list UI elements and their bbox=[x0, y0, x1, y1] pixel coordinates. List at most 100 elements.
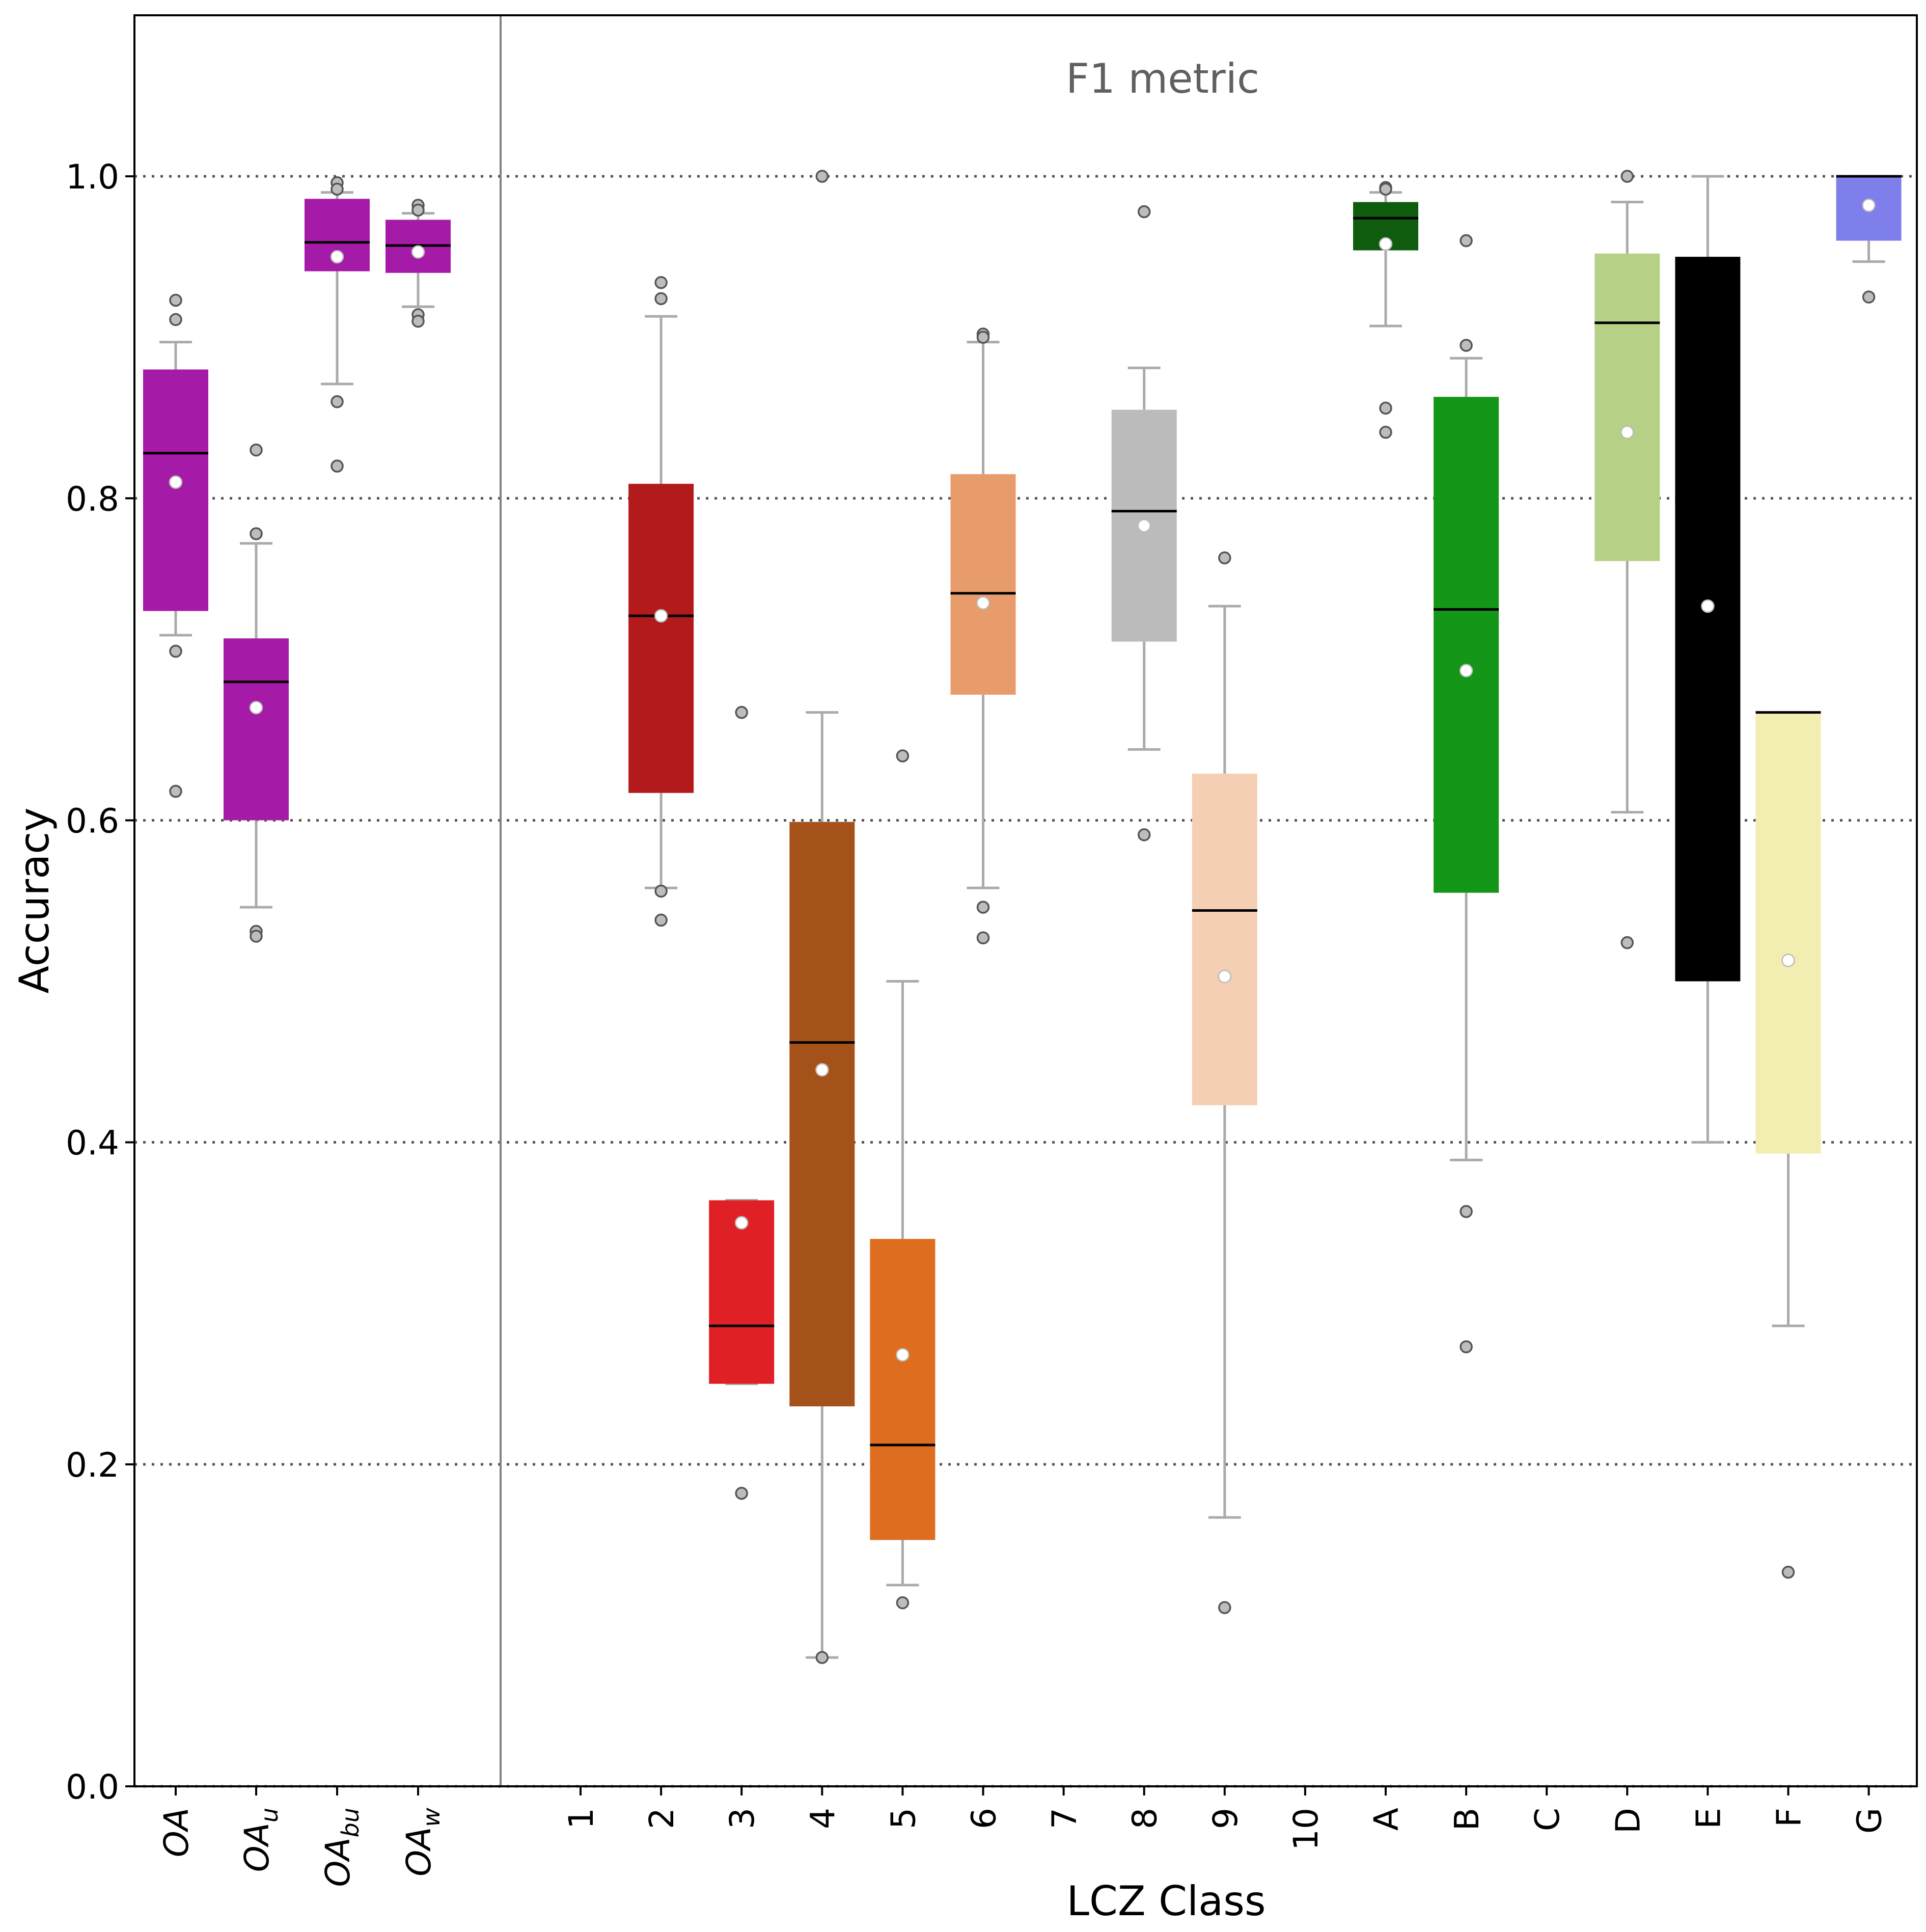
x-tick-label-subscript: w bbox=[418, 1808, 445, 1827]
box-OA-w bbox=[386, 199, 451, 328]
box-body bbox=[143, 369, 208, 611]
x-tick-label-group: C bbox=[1528, 1808, 1567, 1831]
y-axis: 0.0 0.2 0.4 0.6 0.8 1.0 bbox=[66, 157, 134, 1807]
outlier-point bbox=[1379, 401, 1392, 415]
x-tick-label-group: 1 bbox=[562, 1808, 601, 1829]
outlier-point bbox=[654, 913, 668, 927]
x-tick-label-group: OAbu bbox=[318, 1808, 364, 1887]
x-tick-label-group: 9 bbox=[1206, 1808, 1245, 1829]
box-9 bbox=[1192, 551, 1257, 1614]
mean-marker bbox=[976, 596, 990, 610]
mean-marker bbox=[734, 1216, 749, 1230]
outlier-point bbox=[1620, 170, 1634, 183]
box-6 bbox=[950, 328, 1016, 944]
chart-annotation: F1 metric bbox=[1066, 55, 1259, 102]
outlier-point bbox=[169, 784, 182, 798]
box-G bbox=[1836, 175, 1902, 304]
mean-marker bbox=[1218, 969, 1232, 984]
x-tick-label-group: F bbox=[1770, 1808, 1809, 1827]
x-tick-label-group: 10 bbox=[1286, 1808, 1326, 1851]
outlier-point bbox=[896, 749, 910, 763]
box-B bbox=[1434, 234, 1499, 1353]
x-tick-label-group: 8 bbox=[1125, 1808, 1165, 1829]
x-tick-label: G bbox=[1850, 1808, 1889, 1834]
outlier-point bbox=[1379, 425, 1392, 439]
outlier-point bbox=[1460, 234, 1473, 248]
box-body bbox=[870, 1239, 936, 1540]
x-tick-label-group: OAw bbox=[399, 1808, 445, 1876]
boxes bbox=[143, 170, 1902, 1664]
outlier-point bbox=[1781, 1565, 1795, 1579]
y-tick-label: 1.0 bbox=[66, 157, 119, 197]
outlier-point bbox=[976, 901, 990, 914]
y-tick-label: 0.2 bbox=[66, 1446, 119, 1485]
outlier-point bbox=[331, 182, 344, 196]
box-body bbox=[628, 483, 694, 793]
x-tick-label-group: 6 bbox=[965, 1808, 1004, 1829]
x-tick-label: 3 bbox=[723, 1808, 762, 1829]
box-5 bbox=[870, 749, 936, 1610]
mean-marker bbox=[1620, 425, 1634, 439]
mean-marker bbox=[169, 475, 183, 489]
outlier-point bbox=[1460, 1340, 1473, 1353]
outlier-point bbox=[1620, 936, 1634, 949]
x-tick-label: OAu bbox=[237, 1808, 283, 1872]
x-tick-label: 2 bbox=[642, 1808, 681, 1829]
box-F bbox=[1755, 711, 1821, 1579]
x-tick-label-group: 2 bbox=[642, 1808, 681, 1829]
mean-marker bbox=[815, 1063, 829, 1077]
x-tick-label: 9 bbox=[1206, 1808, 1245, 1829]
x-tick-label: A bbox=[1367, 1808, 1406, 1831]
x-tick-label: 4 bbox=[803, 1808, 842, 1829]
box-D bbox=[1594, 170, 1660, 949]
x-tick-label: D bbox=[1608, 1808, 1647, 1834]
x-tick-label: 7 bbox=[1045, 1808, 1084, 1829]
outlier-point bbox=[815, 1651, 829, 1664]
x-tick-label: B bbox=[1447, 1808, 1487, 1831]
x-tick-label: 8 bbox=[1125, 1808, 1165, 1829]
x-tick-label-group: OA bbox=[157, 1808, 196, 1857]
outlier-point bbox=[411, 314, 425, 328]
x-tick-label: 5 bbox=[884, 1808, 923, 1829]
box-body bbox=[1434, 397, 1499, 893]
outlier-point bbox=[250, 527, 263, 540]
x-tick-label-subscript: u bbox=[256, 1808, 283, 1822]
x-axis-label: LCZ Class bbox=[1066, 1877, 1265, 1925]
x-tick-label: OAw bbox=[399, 1808, 445, 1876]
box-body bbox=[1192, 773, 1257, 1105]
x-tick-label-main: OA bbox=[399, 1827, 438, 1876]
box-OA-u bbox=[224, 443, 289, 943]
mean-marker bbox=[1781, 954, 1795, 967]
outlier-point bbox=[735, 705, 748, 719]
box-body bbox=[709, 1200, 775, 1384]
box-body bbox=[1675, 257, 1741, 982]
outlier-point bbox=[169, 644, 182, 658]
box-3 bbox=[709, 705, 775, 1500]
mean-marker bbox=[1459, 664, 1473, 677]
outlier-point bbox=[250, 443, 263, 457]
y-axis-label: Accuracy bbox=[11, 807, 58, 993]
box-OA-bu bbox=[305, 176, 370, 473]
y-tick-label: 0.0 bbox=[66, 1767, 119, 1807]
outlier-point bbox=[169, 293, 182, 307]
x-tick-label: OAbu bbox=[318, 1808, 364, 1887]
x-tick-label: E bbox=[1689, 1808, 1728, 1829]
box-body bbox=[1594, 253, 1660, 561]
outlier-point bbox=[976, 931, 990, 944]
outlier-point bbox=[1137, 205, 1151, 219]
outlier-point bbox=[654, 292, 668, 306]
box-body bbox=[224, 638, 289, 821]
x-tick-label: OA bbox=[157, 1808, 196, 1857]
box-body bbox=[1755, 712, 1821, 1154]
x-tick-label: C bbox=[1528, 1808, 1567, 1831]
box-2 bbox=[628, 276, 694, 927]
box-body bbox=[950, 474, 1016, 695]
outlier-point bbox=[1862, 290, 1876, 304]
y-tick-label: 0.8 bbox=[66, 479, 119, 519]
outlier-point bbox=[250, 930, 263, 943]
mean-marker bbox=[654, 609, 668, 623]
box-A bbox=[1353, 181, 1418, 439]
mean-marker bbox=[249, 700, 263, 715]
outlier-point bbox=[1218, 551, 1231, 564]
x-tick-label-group: A bbox=[1367, 1808, 1406, 1831]
